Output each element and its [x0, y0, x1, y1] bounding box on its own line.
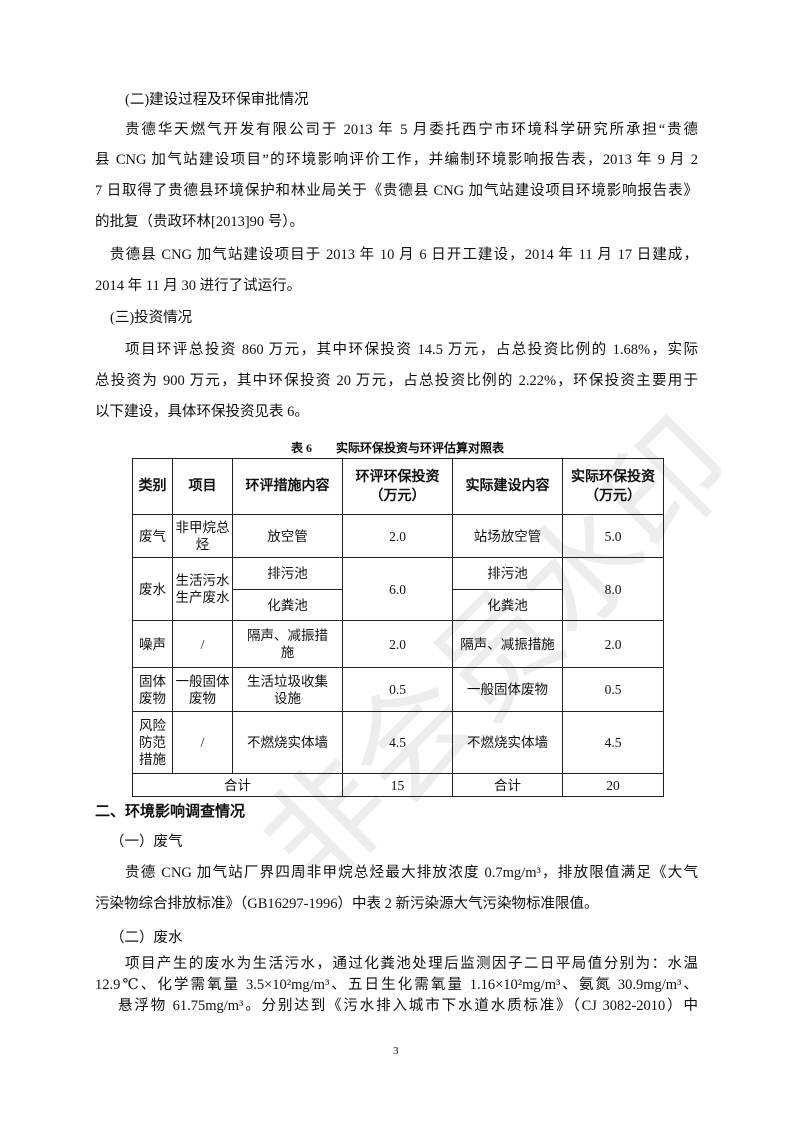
- cell: 0.5: [342, 667, 453, 712]
- cell: 排污池: [452, 557, 563, 590]
- header-cell: 实际环保投资（万元）: [562, 458, 664, 515]
- cell: 2.0: [562, 620, 664, 668]
- text-line: 总投资为 900 万元，其中环保投资 20 万元，占总投资比例的 2.22%，环…: [95, 373, 698, 389]
- table-caption: 表 6 实际环保投资与环评估算对照表: [290, 441, 504, 455]
- cell: 15: [342, 773, 453, 797]
- heading: （二）废水: [110, 930, 183, 946]
- cell: /: [172, 711, 233, 774]
- text-line: 项目环评总投资 860 万元，其中环保投资 14.5 万元，占总投资比例的 1.…: [125, 342, 698, 358]
- cell: 生活污水生产废水: [172, 557, 233, 621]
- cell: 不燃烧实体墙: [452, 711, 563, 774]
- cell: 0.5: [562, 667, 664, 712]
- cell: 化粪池: [452, 589, 563, 621]
- cell: 废气: [132, 514, 173, 558]
- text-line: 贵德县 CNG 加气站建设项目于 2013 年 10 月 6 日开工建设，201…: [110, 247, 698, 263]
- cell: 8.0: [562, 557, 664, 621]
- cell: 站场放空管: [452, 514, 563, 558]
- cell: 合计: [132, 773, 343, 797]
- cell: 2.0: [342, 620, 453, 668]
- heading: (二)建设过程及环保审批情况: [125, 92, 309, 108]
- text-line: 项目产生的废水为生活污水，通过化粪池处理后监测因子二日平局值分别为：水温: [125, 956, 698, 972]
- heading: 二、环境影响调查情况: [95, 804, 246, 820]
- cell: 隔声、减振措施: [232, 620, 343, 668]
- text-line: 污染物综合排放标准》（GB16297-1996）中表 2 新污染源大气污染物标准…: [95, 896, 599, 912]
- cell: 生活垃圾收集设施: [232, 667, 343, 712]
- header-cell: 环评环保投资（万元）: [342, 458, 453, 515]
- cell: 4.5: [562, 711, 664, 774]
- cell: 合计: [452, 773, 563, 797]
- text-line: 12.9℃、化学需氧量 3.5×10²mg/m³、五日生化需氧量 1.16×10…: [95, 977, 698, 993]
- cell: 排污池: [232, 557, 343, 590]
- text-line: 2014 年 11 月 30 进行了试运行。: [95, 278, 302, 294]
- header-cell: 项目: [172, 458, 233, 515]
- cell: 非甲烷总烃: [172, 514, 233, 558]
- cell: 4.5: [342, 711, 453, 774]
- text-line: 悬浮物 61.75mg/m³。分别达到《污水排入城市下水道水质标准》（CJ 30…: [118, 998, 698, 1014]
- investment-table: 类别 项目 环评措施内容 环评环保投资（万元） 实际建设内容 实际环保投资（万元…: [132, 458, 664, 797]
- cell: 5.0: [562, 514, 664, 558]
- header-cell: 实际建设内容: [452, 458, 563, 515]
- cell: 废水: [132, 557, 173, 621]
- cell: 化粪池: [232, 589, 343, 621]
- cell: 隔声、减振措施: [452, 620, 563, 668]
- heading: （一）废气: [110, 834, 183, 850]
- text-line: 的批复（贵政环林[2013]90 号）。: [95, 214, 305, 230]
- text-line: 贵德 CNG 加气站厂界四周非甲烷总烃最大排放浓度 0.7mg/m³，排放限值满…: [125, 865, 698, 881]
- heading: (三)投资情况: [110, 310, 193, 326]
- text-line: 县 CNG 加气站建设项目”的环境影响评价工作，并编制环境影响报告表，2013 …: [95, 152, 698, 168]
- cell: 固体废物: [132, 667, 173, 712]
- cell: 不燃烧实体墙: [232, 711, 343, 774]
- cell: 风险防范措施: [132, 711, 173, 774]
- cell: 噪声: [132, 620, 173, 668]
- cell: /: [172, 620, 233, 668]
- cell: 一般固体废物: [172, 667, 233, 712]
- page-number: 3: [393, 1045, 399, 1057]
- text-line: 贵德华天燃气开发有限公司于 2013 年 5 月委托西宁市环境科学研究所承担“贵…: [125, 122, 698, 138]
- cell: 6.0: [342, 557, 453, 621]
- text-line: 7 日取得了贵德县环境保护和林业局关于《贵德县 CNG 加气站建设项目环境影响报…: [95, 183, 698, 199]
- cell: 一般固体废物: [452, 667, 563, 712]
- text-line: 以下建设，具体环保投资见表 6。: [95, 404, 309, 420]
- header-cell: 类别: [132, 458, 173, 515]
- cell: 2.0: [342, 514, 453, 558]
- cell: 20: [562, 773, 664, 797]
- header-cell: 环评措施内容: [232, 458, 343, 515]
- cell: 放空管: [232, 514, 343, 558]
